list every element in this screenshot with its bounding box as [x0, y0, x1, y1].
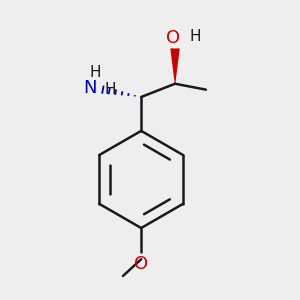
Text: O: O [167, 29, 181, 47]
Polygon shape [170, 48, 180, 84]
Text: H: H [104, 82, 116, 97]
Text: O: O [134, 254, 148, 272]
Text: H: H [189, 28, 201, 44]
Text: N: N [83, 79, 97, 97]
Text: H: H [90, 65, 101, 80]
